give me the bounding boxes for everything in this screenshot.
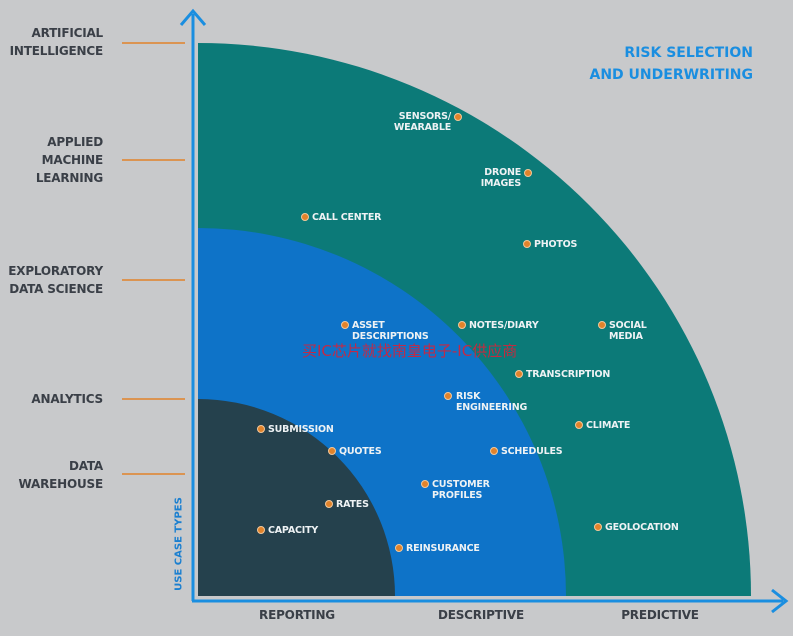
point-label-sensors-wearable: SENSORS/ WEARABLE <box>393 111 451 133</box>
point-label-notes-diary: NOTES/DIARY <box>469 320 539 331</box>
point-dot-submission <box>257 425 265 433</box>
y-axis-title: USE CASE TYPES <box>173 497 185 591</box>
y-axis-arrow-icon <box>179 8 207 26</box>
y-label-applied-machine-learning: APPLIED MACHINE LEARNING <box>35 135 103 185</box>
point-dot-asset <box>341 321 349 329</box>
diagram-title: RISK SELECTION AND UNDERWRITING <box>589 45 754 83</box>
point-dot-drone <box>524 169 532 177</box>
point-dot-transcription <box>515 370 523 378</box>
point-label-photos: PHOTOS <box>534 239 578 250</box>
y-label-analytics: ANALYTICS <box>31 392 103 406</box>
point-label-geolocation: GEOLOCATION <box>605 522 679 533</box>
point-label-social-media: SOCIAL MEDIA <box>609 320 647 342</box>
point-label-risk-engineering: RISK ENGINEERING <box>456 391 528 413</box>
point-label-climate: CLIMATE <box>586 420 631 431</box>
point-label-submission: SUBMISSION <box>268 424 334 435</box>
point-dot-climate <box>575 421 583 429</box>
point-dot-rates <box>325 500 333 508</box>
point-dot-sensors <box>454 113 462 121</box>
point-dot-notes <box>458 321 466 329</box>
y-label-artificial-intelligence: ARTIFICIAL INTELLIGENCE <box>9 26 104 58</box>
point-dot-reinsurance <box>395 544 403 552</box>
point-label-call-center: CALL CENTER <box>312 212 382 223</box>
point-label-capacity: CAPACITY <box>268 525 319 536</box>
point-label-rates: RATES <box>336 499 369 510</box>
point-dot-quotes <box>328 447 336 455</box>
point-dot-capacity <box>257 526 265 534</box>
y-label-exploratory-data-science: EXPLORATORY DATA SCIENCE <box>8 264 103 296</box>
point-dot-call-center <box>301 213 309 221</box>
point-label-asset-descriptions: ASSET DESCRIPTIONS <box>352 320 429 342</box>
point-dot-risk <box>444 392 452 400</box>
point-dot-photos <box>523 240 531 248</box>
point-dot-geolocation <box>594 523 602 531</box>
point-label-schedules: SCHEDULES <box>501 446 563 457</box>
point-label-customer-profiles: CUSTOMER PROFILES <box>432 479 490 501</box>
point-label-quotes: QUOTES <box>339 446 382 457</box>
point-dot-schedules <box>490 447 498 455</box>
x-axis-arrow-icon <box>771 588 789 614</box>
point-label-drone-images: DRONE IMAGES <box>480 167 521 189</box>
watermark-text: 买IC芯片就找南皇电子-IC供应商 <box>302 342 518 360</box>
x-label-descriptive: DESCRIPTIVE <box>437 608 525 622</box>
point-label-transcription: TRANSCRIPTION <box>526 369 611 380</box>
point-dot-customer <box>421 480 429 488</box>
region-reporting <box>198 399 395 596</box>
point-dot-social <box>598 321 606 329</box>
x-label-reporting: REPORTING <box>259 608 335 622</box>
point-label-reinsurance: REINSURANCE <box>406 543 480 554</box>
x-label-predictive: PREDICTIVE <box>621 608 699 622</box>
y-label-data-warehouse: DATA WAREHOUSE <box>18 459 104 491</box>
